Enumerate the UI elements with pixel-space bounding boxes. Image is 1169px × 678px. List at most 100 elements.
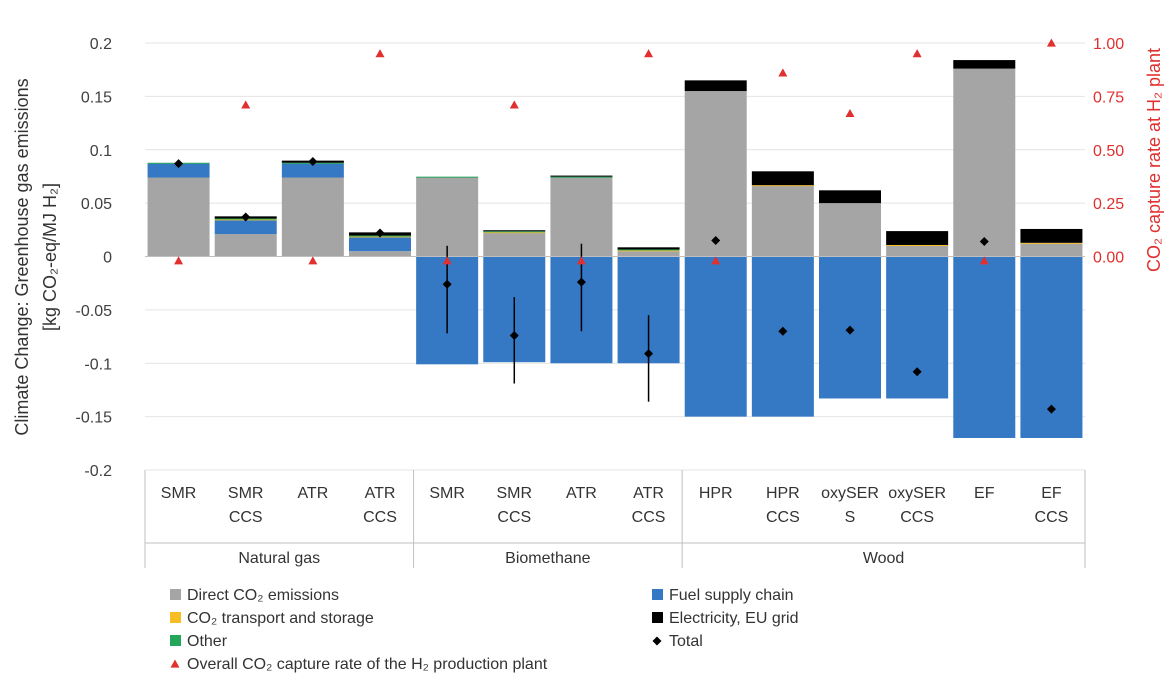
y-tick-label: -0.15 — [76, 410, 113, 427]
category-label: EF — [1041, 485, 1062, 502]
capture-rate-marker — [979, 256, 989, 265]
bar-segment — [617, 251, 680, 257]
bar-segment — [483, 233, 546, 257]
legend-label: Fuel supply chain — [669, 587, 794, 604]
bar-segment — [819, 190, 881, 204]
category-label: SMR — [228, 485, 264, 502]
total-marker — [308, 156, 318, 166]
group-label: Wood — [863, 550, 905, 567]
bar-segment — [147, 177, 210, 257]
total-marker — [174, 159, 184, 169]
capture-rate-marker — [442, 256, 452, 265]
y2-tick-label: 0.50 — [1093, 143, 1124, 160]
legend-label: CO₂ transport and storage — [187, 610, 374, 627]
bar-segment — [550, 177, 613, 257]
legend-label: Direct CO₂ emissions — [187, 587, 339, 604]
category-label: SMR — [161, 485, 197, 502]
capture-rate-marker — [308, 256, 318, 265]
capture-rate-marker — [241, 100, 251, 109]
y-tick-label: 0.15 — [81, 89, 112, 106]
capture-rate-marker — [1046, 38, 1056, 47]
legend-label: Electricity, EU grid — [669, 610, 799, 627]
total-marker — [845, 325, 855, 335]
y2-tick-label: 1.00 — [1093, 36, 1124, 53]
y-tick-label: 0.05 — [81, 196, 112, 213]
y-tick-label: -0.05 — [76, 303, 113, 320]
y2-tick-label: 0.75 — [1093, 89, 1124, 106]
legend-swatch — [652, 636, 662, 646]
bar-segment — [684, 91, 747, 257]
total-marker — [912, 367, 922, 377]
total-marker — [241, 212, 251, 222]
capture-rate-marker — [711, 256, 721, 265]
bar-segment — [416, 176, 479, 178]
category-label: CCS — [497, 509, 531, 526]
bar-segment — [214, 220, 277, 235]
bar-segment — [886, 244, 949, 246]
bar-segment — [550, 176, 613, 178]
total-marker — [711, 235, 721, 245]
bar-segment — [281, 163, 344, 178]
bar-segment-negative — [953, 256, 1016, 438]
capture-rate-marker — [375, 49, 385, 58]
category-label: CCS — [363, 509, 397, 526]
bar-segment — [886, 245, 949, 257]
total-marker — [1046, 404, 1056, 414]
category-label: SMR — [429, 485, 465, 502]
legend-swatch — [170, 589, 181, 600]
y-tick-label: 0.1 — [90, 143, 112, 160]
y-tick-label: 0 — [103, 250, 112, 267]
bar-segment — [617, 249, 680, 251]
bar-segment — [953, 68, 1016, 257]
category-label: SMR — [497, 485, 533, 502]
group-label: Biomethane — [505, 550, 590, 567]
bar-segment — [751, 186, 814, 257]
y2-axis-title: CO₂ capture rate at H₂ plant — [1144, 48, 1164, 272]
y-axis-title: Climate Change: Greenhouse gas emissions… — [12, 78, 60, 435]
total-marker — [442, 279, 452, 289]
y2-tick-label: 0.00 — [1093, 250, 1124, 267]
legend-swatch — [652, 589, 663, 600]
bar-segment — [953, 60, 1016, 69]
total-marker — [576, 277, 586, 287]
category-label: CCS — [229, 509, 263, 526]
bar-segment — [751, 171, 814, 186]
capture-rate-marker — [509, 100, 519, 109]
total-marker — [979, 237, 989, 247]
y-axis-title-line: Climate Change: Greenhouse gas emissions — [12, 78, 32, 435]
category-label: EF — [974, 485, 995, 502]
bar-segment-negative — [886, 256, 949, 399]
bar-segment — [819, 203, 881, 257]
bar-segment — [617, 247, 680, 250]
category-label: HPR — [699, 485, 733, 502]
bar-segment — [550, 175, 613, 177]
legend-label: Overall CO₂ capture rate of the H₂ produ… — [187, 656, 548, 673]
legend-swatch — [170, 659, 180, 668]
legend-label: Other — [187, 633, 228, 650]
bar-segment — [416, 177, 479, 257]
y2-tick-label: 0.25 — [1093, 196, 1124, 213]
capture-rate-marker — [778, 68, 788, 77]
category-label: S — [845, 509, 856, 526]
legend-swatch — [170, 612, 181, 623]
bar-segment — [147, 163, 210, 178]
capture-rate-marker — [576, 256, 586, 265]
group-label: Natural gas — [238, 550, 320, 567]
legend-swatch — [652, 612, 663, 623]
bar-segment — [483, 230, 546, 232]
legend-swatch — [170, 635, 181, 646]
bar-segment — [483, 232, 546, 234]
y-tick-label: 0.2 — [90, 36, 112, 53]
category-label: ATR — [633, 485, 664, 502]
category-label: oxySER — [821, 485, 879, 502]
bar-segment — [1020, 243, 1083, 257]
capture-rate-marker — [845, 108, 855, 118]
total-marker — [375, 228, 385, 238]
bar-segment — [281, 177, 344, 257]
bar-segment — [1020, 242, 1083, 244]
category-label: ATR — [297, 485, 328, 502]
bar-segment-negative — [751, 256, 814, 417]
capture-rate-marker — [644, 49, 654, 58]
y-tick-label: -0.1 — [84, 356, 112, 373]
